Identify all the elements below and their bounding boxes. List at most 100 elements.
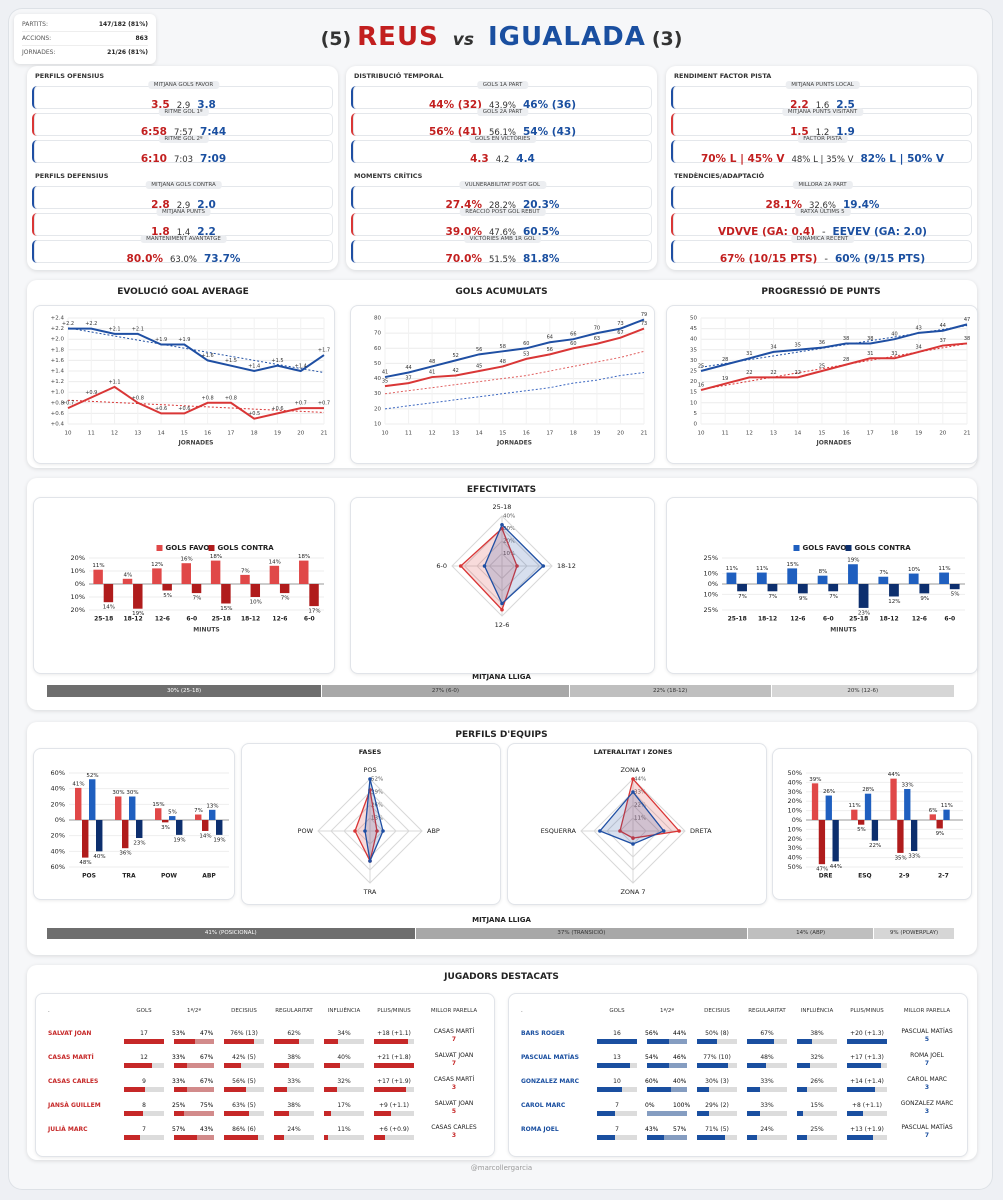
radar-tick-label: 13% <box>371 816 383 822</box>
x-tick-label: 17 <box>546 431 553 437</box>
x-tick-label: 11 <box>405 431 412 437</box>
bar <box>910 820 918 852</box>
y-tick-label: +1.6 <box>51 358 65 364</box>
metric-row: FACTOR PISTA 70% L | 45% V 48% L | 35% V 82… <box>671 135 972 165</box>
y-tick-label: +1.2 <box>51 379 64 385</box>
cell: +20 (+1.3) <box>850 1030 884 1037</box>
bar-track <box>124 1063 164 1068</box>
y-tick-label: +2.2 <box>51 326 64 332</box>
x-tick-label: TRA <box>122 873 136 880</box>
segment-label: 30% (25-18) <box>166 687 202 694</box>
radar-tick-label: 39% <box>371 790 383 796</box>
radar-tick-label: 40% <box>503 514 515 520</box>
cell: +13 (+1.9) <box>850 1126 884 1133</box>
bar-fill <box>224 1039 255 1044</box>
x-tick-label: 18-12 <box>241 616 260 623</box>
data-label: 70 <box>594 326 600 332</box>
bar <box>103 584 114 603</box>
column-header: 1ª/2ª <box>659 1008 675 1014</box>
metric-row: MITJANA GOLS FAVOR 3.5 2.9 3.8 <box>32 81 333 111</box>
stacked-segment: 20% (12-6) <box>771 685 954 697</box>
bar-track <box>224 1063 264 1068</box>
bar <box>250 584 261 597</box>
metric-label: GOLS EN VICTÒRIES <box>468 135 537 143</box>
cell: 5 <box>924 1036 930 1043</box>
data-label: 12% <box>888 599 900 605</box>
bar-track <box>224 1111 264 1116</box>
cell: 53% <box>172 1030 186 1037</box>
card: 13% 26% 39% 52% POS ABP TRA POW FASES <box>241 743 501 905</box>
cell: 7 <box>924 1132 930 1139</box>
metric-row: RATXA ÚLTIMS 5 VDVVE (GA: 0.4) - EEVEV (GA:… <box>671 208 972 238</box>
cell: 47% <box>200 1030 214 1037</box>
data-label: +1.7 <box>318 348 330 354</box>
x-axis-label: JORNADES <box>177 440 213 447</box>
data-label: 15% <box>152 802 164 808</box>
y-tick-label: 20% <box>788 835 802 843</box>
legend-swatch <box>156 545 163 551</box>
cell: CAROL MARC <box>907 1076 947 1083</box>
radar-axis-label: ZONA 7 <box>620 888 645 896</box>
bar-track <box>324 1039 364 1044</box>
bar-track <box>224 1087 264 1092</box>
series-line <box>384 327 645 388</box>
radar-point <box>375 829 379 833</box>
metric-label: MITJANA PUNTS <box>156 208 211 216</box>
metric-row: DINÀMICA RECENT 67% (10/15 PTS) -60% (9/15… <box>671 235 972 265</box>
chart: 10 20 30 40 50 60 70 80 10 11 12 13 14 15 16 17 18 19 20 21… <box>374 312 648 446</box>
data-label: +2.1 <box>132 326 144 332</box>
x-tick-label: 18 <box>891 431 898 437</box>
y-tick-label: +0.6 <box>51 411 65 417</box>
chart-title: PROGRESSIÓ DE PUNTS <box>761 287 881 297</box>
away-value: 60% (9/15 PTS) <box>834 253 926 265</box>
data-label: 37 <box>940 338 946 344</box>
cell: 86% (6) <box>232 1126 256 1133</box>
data-label: 38 <box>843 336 849 342</box>
bar-fill <box>187 1087 214 1092</box>
bar-track <box>797 1039 837 1044</box>
x-tick-label: 19 <box>274 431 281 437</box>
league-value: 56.1% <box>488 128 516 138</box>
radar-point <box>368 777 372 781</box>
x-tick-label: 16 <box>204 431 211 437</box>
x-tick-label: 6-0 <box>823 616 834 623</box>
radar-tick-label: 20% <box>503 539 515 545</box>
x-tick-label: ABP <box>202 873 216 880</box>
x-tick-label: 25-18 <box>94 616 113 623</box>
y-tick-label: 10% <box>71 593 85 601</box>
radar-axis-label: 18-12 <box>557 562 576 570</box>
cell: 11% <box>337 1126 351 1133</box>
data-label: 22 <box>795 370 801 376</box>
home-team: REUS <box>357 22 439 52</box>
card: 10% 20% 30% 40% 25-18 18-12 12-6 6-0 <box>350 497 655 674</box>
stacked-segment: 37% (TRANSICIÓ) <box>415 928 748 939</box>
bar-fill <box>174 1111 184 1116</box>
x-tick-label: 12-6 <box>272 616 287 623</box>
bar-track <box>747 1087 787 1092</box>
radar-axis-label: TRA <box>363 888 377 896</box>
home-value: VDVVE (GA: 0.4) <box>718 226 815 238</box>
data-label: 5% <box>168 810 177 816</box>
cell: 32% <box>337 1078 351 1085</box>
metric-values: 44% (32) 43.9% 46% (36) <box>353 93 652 112</box>
away-value: 46% (36) <box>523 99 576 111</box>
cell: 33% <box>760 1078 774 1085</box>
data-label: 28 <box>843 357 849 363</box>
data-label: 22 <box>746 370 752 376</box>
radar-axis-label: DRETA <box>690 827 712 835</box>
data-label: 22% <box>869 843 881 849</box>
section-title: JUGADORS DESTACATS <box>444 972 559 982</box>
data-label: 28% <box>862 787 874 793</box>
info-row: PARTITS: 147/182 (81%) <box>22 19 148 32</box>
cell: 30% (3) <box>705 1078 729 1085</box>
bar-track <box>697 1111 737 1116</box>
data-label: 23% <box>858 610 870 616</box>
data-label: 8% <box>819 569 828 575</box>
x-tick-label: ESQ <box>858 873 872 880</box>
data-label: 19 <box>722 376 728 382</box>
bar <box>949 584 960 590</box>
metric-label: MITJANA GOLS CONTRA <box>145 181 222 189</box>
data-label: +0.7 <box>295 401 307 407</box>
bar <box>818 820 826 865</box>
player-table: . GOLS 1ª/2ª DECISIUS REGULARITAT INFLUÈNCIA P… <box>508 993 968 1157</box>
